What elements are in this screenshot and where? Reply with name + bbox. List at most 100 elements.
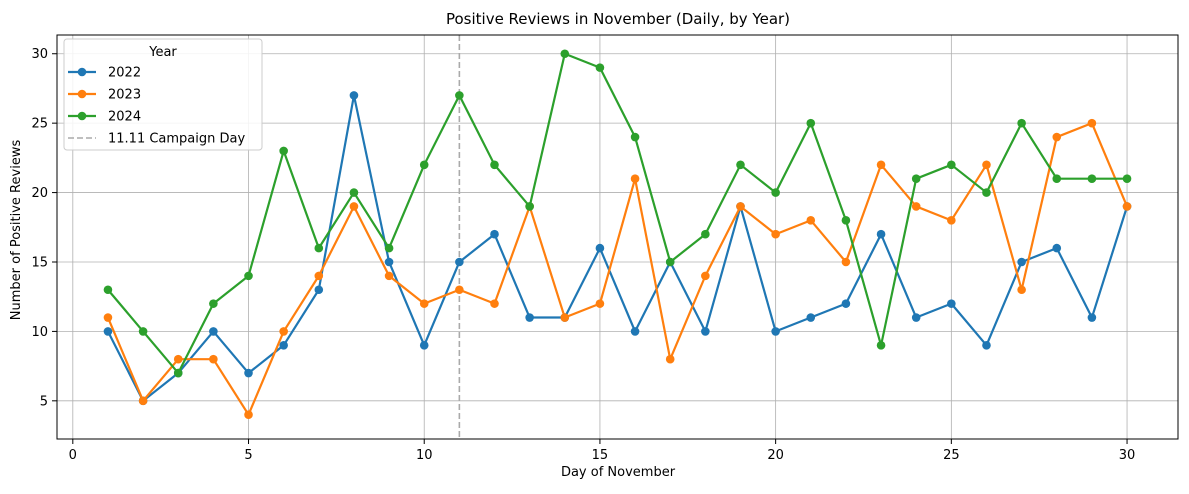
data-point-2022 [806,313,816,322]
data-point-2022 [384,257,394,267]
data-point-2023 [1087,118,1097,128]
x-tick-label: 25 [943,448,960,463]
data-point-2024 [490,160,499,170]
data-point-2023 [736,202,745,211]
data-point-2022 [1017,257,1026,267]
data-point-2024 [173,368,183,378]
data-point-2024 [419,160,429,170]
y-tick-label: 25 [31,117,48,132]
data-point-2024 [349,188,359,197]
series-2023 [103,118,1132,420]
data-point-2023 [490,299,499,308]
legend-swatch-marker [77,111,87,121]
x-axis-title: Day of November [561,465,676,480]
data-point-2022 [982,340,991,350]
data-point-2024 [560,49,570,59]
grid-layer [57,35,1178,439]
series-layer [103,49,1132,420]
data-point-2022 [947,299,956,308]
data-point-2022 [876,229,886,239]
data-point-2023 [1122,202,1132,211]
data-point-2023 [947,216,956,225]
y-tick-label: 15 [31,255,48,270]
y-tick-label: 30 [31,47,48,62]
data-point-2024 [982,188,991,197]
legend-label: 2024 [108,110,141,125]
data-point-2023 [244,410,253,420]
data-point-2022 [419,340,429,350]
data-point-2022 [455,257,464,267]
data-point-2024 [314,243,324,253]
data-point-2024 [279,146,288,156]
data-point-2024 [911,174,921,183]
data-point-2022 [525,313,534,322]
data-point-2023 [138,396,148,406]
data-point-2023 [314,271,324,281]
legend-item-2022: 2022 [68,66,141,81]
data-point-2023 [419,299,429,308]
data-point-2023 [103,313,113,322]
data-point-2024 [876,340,886,350]
x-tick-label: 30 [1119,448,1136,463]
data-point-2023 [173,354,183,364]
data-point-2022 [349,91,359,100]
legend-label: 2023 [108,88,141,103]
y-tick-label: 20 [31,186,48,201]
data-point-2024 [525,202,534,211]
data-point-2024 [209,299,218,308]
data-point-2023 [279,327,288,336]
data-point-2023 [384,271,394,281]
data-point-2024 [1122,174,1132,183]
axes-layer: 0 5 10 15 20 25 30 5 10 15 20 25 30 [31,47,1135,463]
data-point-2022 [911,313,921,322]
data-point-2024 [138,327,148,336]
data-point-2024 [1052,174,1062,183]
legend-label: 11.11 Campaign Day [108,132,245,147]
data-point-2023 [455,285,464,295]
data-point-2023 [560,313,570,322]
y-tick-label: 10 [31,325,48,340]
series-line-2024 [107,52,1128,375]
data-point-2023 [665,354,675,364]
legend-item-reference: 11.11 Campaign Day [68,132,245,147]
series-line-2023 [106,122,1129,416]
data-point-2023 [209,354,218,364]
data-point-2023 [876,160,886,170]
data-point-2023 [841,257,851,267]
data-point-2024 [630,132,640,142]
data-point-2024 [806,118,816,128]
data-point-2022 [630,327,640,336]
data-point-2023 [806,216,816,225]
data-point-2022 [490,229,499,239]
data-point-2023 [1017,285,1026,295]
x-tick-label: 15 [592,448,609,463]
series-2024 [103,49,1132,378]
data-point-2024 [595,63,605,72]
data-point-2022 [279,340,288,350]
data-point-2024 [384,243,394,253]
data-point-2023 [349,202,359,211]
data-point-2023 [982,160,991,170]
data-point-2024 [841,216,851,225]
legend: Year 2022 2023 2024 11.11 Campaign Day [63,38,263,151]
y-tick-label: 5 [40,394,48,409]
x-tick-label: 5 [244,448,252,463]
data-point-2023 [595,299,605,308]
y-axis-title: Number of Positive Reviews [9,140,24,321]
x-tick-label: 10 [416,448,433,463]
data-point-2022 [701,327,710,336]
legend-swatch-marker [77,67,87,77]
data-point-2023 [701,271,710,281]
x-tick-label: 0 [69,448,77,463]
legend-item-2023: 2023 [68,88,141,103]
legend-items: 2022 2023 2024 11.11 Campaign Day [68,66,245,147]
data-point-2022 [244,368,253,378]
data-point-2023 [771,229,780,239]
data-point-2022 [103,327,113,336]
data-point-2024 [736,160,745,170]
data-point-2024 [665,257,675,267]
data-point-2024 [1087,174,1097,183]
data-point-2024 [701,229,710,239]
x-tick-label: 20 [767,448,784,463]
